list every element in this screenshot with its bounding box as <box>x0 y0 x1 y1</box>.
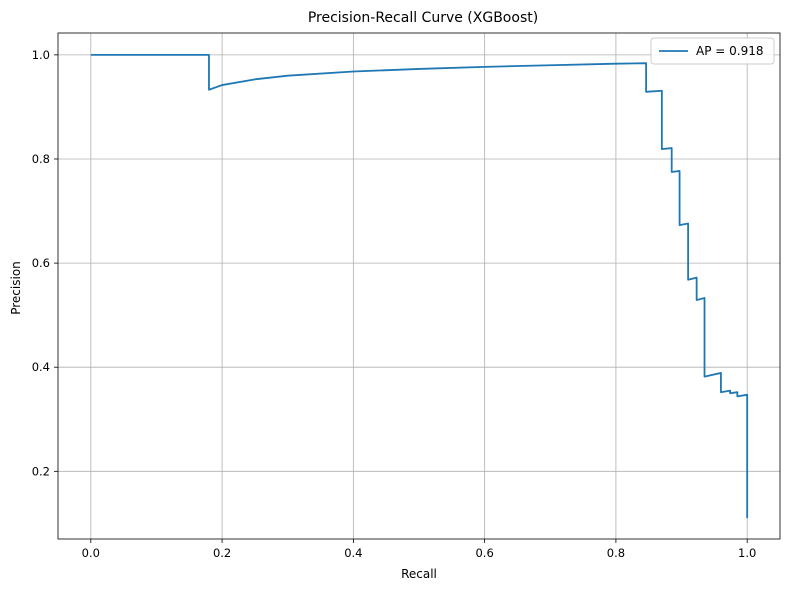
x-tick-label: 0.6 <box>475 546 493 560</box>
x-tick-label: 0.8 <box>607 546 625 560</box>
x-tick-label: 0.0 <box>82 546 100 560</box>
legend-entry-label: AP = 0.918 <box>696 44 763 58</box>
x-tick-label: 1.0 <box>738 546 756 560</box>
chart-title: Precision-Recall Curve (XGBoost) <box>308 10 538 26</box>
x-tick-label: 0.4 <box>344 546 362 560</box>
y-tick-label: 1.0 <box>32 48 50 62</box>
axis-ticks: 0.0 0.2 0.4 0.6 0.8 1.0 0.2 0.4 0.6 0.8 1.0 <box>32 48 757 560</box>
series-layer <box>90 53 749 519</box>
x-axis-label: Recall <box>401 567 437 581</box>
plot-frame <box>57 32 781 540</box>
legend: AP = 0.918 <box>650 37 775 65</box>
y-axis-label: Precision <box>9 261 23 315</box>
x-tick-label: 0.2 <box>213 546 231 560</box>
legend-box <box>650 37 775 65</box>
grid-lines <box>58 33 780 539</box>
y-tick-label: 0.4 <box>32 360 50 374</box>
y-tick-label: 0.8 <box>32 152 50 166</box>
y-tick-label: 0.2 <box>32 464 50 478</box>
series-line <box>90 53 749 519</box>
y-tick-label: 0.6 <box>32 256 50 270</box>
